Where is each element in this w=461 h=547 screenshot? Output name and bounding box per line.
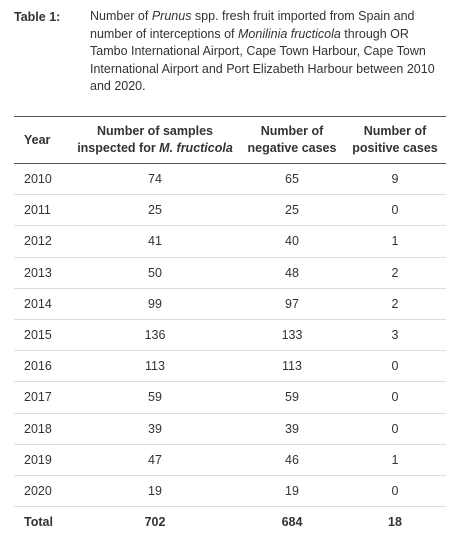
table-cell: 9 [344, 163, 446, 196]
table-cell: 59 [240, 381, 344, 414]
table-cell: 2014 [14, 288, 70, 320]
table-cell: 59 [70, 381, 240, 414]
caption-label: Table 1: [14, 10, 61, 24]
table-cell: 2018 [14, 413, 70, 445]
header-row: Year Number of samples inspected for M. … [14, 116, 446, 164]
table-cell: 74 [70, 163, 240, 196]
table-cell: 3 [344, 319, 446, 352]
table-body: 2010 74 65 9 2011 25 25 0 2012 41 40 1 2013 50 48 2 2014… [14, 163, 446, 538]
header-cell: Number of positive cases [344, 116, 446, 164]
table-row: 2018 39 39 0 [14, 413, 446, 445]
table-cell: 2 [344, 257, 446, 289]
table-cell: 2011 [14, 194, 70, 227]
total-row: Total 702 684 18 [14, 506, 446, 538]
table-cell: 0 [344, 350, 446, 383]
table-cell: 113 [70, 350, 240, 383]
table-cell: 2015 [14, 319, 70, 352]
table-row: 2019 47 46 1 [14, 444, 446, 476]
table-cell: 39 [240, 413, 344, 445]
header-cell: Number of negative cases [240, 116, 344, 164]
header-part: M. fructicola [159, 141, 233, 155]
header-cell: Year [14, 116, 70, 164]
table-cell: 2 [344, 288, 446, 320]
table-cell: 97 [240, 288, 344, 320]
table-cell: 47 [70, 444, 240, 476]
table-row: 2015 136 133 3 [14, 319, 446, 352]
table-cell: 19 [70, 475, 240, 508]
table-cell: 2010 [14, 163, 70, 196]
table-cell: 1 [344, 444, 446, 476]
table-cell: 2019 [14, 444, 70, 476]
table-row: 2010 74 65 9 [14, 163, 446, 196]
header-cell: Number of samples inspected for M. fruct… [70, 116, 240, 164]
table-cell: 2016 [14, 350, 70, 383]
table-cell: 99 [70, 288, 240, 320]
table-cell: 48 [240, 257, 344, 289]
table-cell: 25 [70, 194, 240, 227]
table-cell: 136 [70, 319, 240, 352]
caption-part: spp. fresh fruit imported from Spain and… [90, 9, 415, 41]
table-cell: 19 [240, 475, 344, 508]
caption-part: Number of [90, 9, 152, 23]
table-cell: 40 [240, 225, 344, 258]
table-cell: 25 [240, 194, 344, 227]
total-cell: 702 [70, 506, 240, 538]
table-cell: 113 [240, 350, 344, 383]
table-cell: 50 [70, 257, 240, 289]
table-cell: 39 [70, 413, 240, 445]
table-cell: 0 [344, 413, 446, 445]
total-cell: 684 [240, 506, 344, 538]
total-cell: 18 [344, 506, 446, 538]
caption-part: Prunus [151, 9, 192, 23]
table-row: 2013 50 48 2 [14, 257, 446, 289]
table-cell: 2012 [14, 225, 70, 258]
caption-text: Number of Prunus spp. fresh fruit import… [90, 8, 446, 96]
total-cell: Total [14, 506, 70, 538]
table-cell: 1 [344, 225, 446, 258]
table-row: 2016 113 113 0 [14, 350, 446, 383]
data-table: Year Number of samples inspected for M. … [14, 116, 446, 538]
table-cell: 2020 [14, 475, 70, 508]
table-cell: 2013 [14, 257, 70, 289]
table-cell: 0 [344, 194, 446, 227]
table-cell: 65 [240, 163, 344, 196]
table-row: 2014 99 97 2 [14, 288, 446, 320]
table-cell: 0 [344, 475, 446, 508]
table-row: 2012 41 40 1 [14, 225, 446, 258]
table-cell: 0 [344, 381, 446, 414]
table-row: 2011 25 25 0 [14, 194, 446, 227]
table-cell: 41 [70, 225, 240, 258]
header-part: Number of samples inspected for [77, 124, 213, 155]
table-cell: 133 [240, 319, 344, 352]
table-cell: 2017 [14, 381, 70, 414]
table-row: 2017 59 59 0 [14, 381, 446, 414]
table-row: 2020 19 19 0 [14, 475, 446, 508]
caption-part: Monilinia fructicola [238, 26, 341, 41]
table-cell: 46 [240, 444, 344, 476]
caption-part: through OR Tambo International Airport, … [90, 26, 435, 94]
caption: Table 1: Number of Prunus spp. fresh fru… [14, 8, 446, 96]
